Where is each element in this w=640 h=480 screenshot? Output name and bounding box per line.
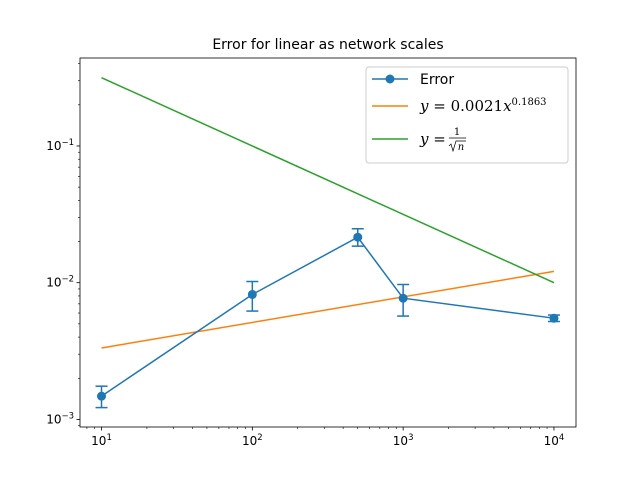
x-tick-label: 101: [91, 433, 112, 448]
legend-sqrt-sign: [448, 140, 466, 153]
power-fit-line: [101, 270, 555, 349]
inverse-sqrt-line: [101, 76, 555, 284]
error-point: [549, 313, 559, 323]
y-tick-label: 10−2: [46, 275, 74, 290]
x-tick-label: 104: [544, 433, 565, 448]
error-series-line: [101, 236, 555, 397]
x-tick-label: 102: [242, 433, 263, 448]
legend: Error y = 0.0021x0.1863 y = 1 n: [365, 66, 569, 164]
error-point: [97, 391, 107, 401]
x-tick-label: 103: [393, 433, 414, 448]
error-point: [398, 293, 408, 303]
legend-error-marker: [385, 74, 395, 84]
axes: 101 102 103 104 10−3 10−2 10−1: [46, 57, 577, 448]
legend-inv-numerator: 1: [454, 127, 460, 138]
legend-inv-denominator: n: [458, 142, 464, 153]
legend-box: [365, 66, 569, 164]
y-tick-label: 10−1: [46, 138, 74, 153]
axes-frame: [79, 57, 577, 428]
error-point: [353, 232, 363, 242]
plot-area: [95, 76, 560, 409]
legend-fit-label: y = 0.0021x0.1863: [419, 97, 547, 115]
chart-title: Error for linear as network scales: [212, 37, 443, 53]
error-point: [247, 289, 257, 299]
legend-error-label: Error: [420, 72, 454, 88]
y-tick-label: 10−3: [46, 411, 74, 426]
legend-inv-label: y =: [419, 130, 446, 148]
